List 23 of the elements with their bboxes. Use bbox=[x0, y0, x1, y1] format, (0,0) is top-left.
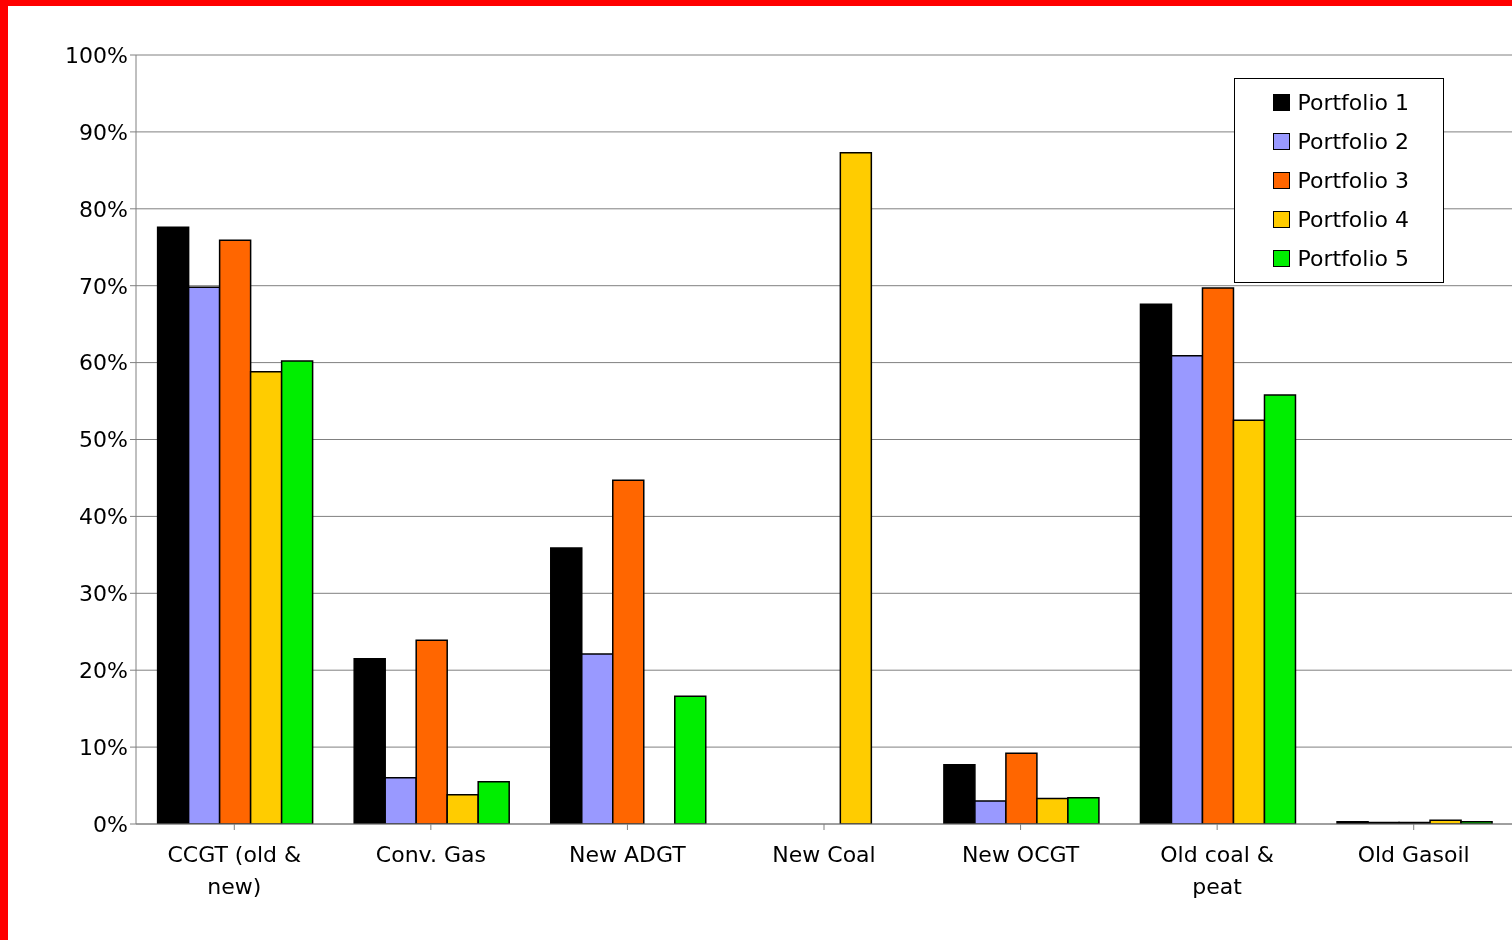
legend-label: Portfolio 5 bbox=[1297, 246, 1409, 271]
legend-label: Portfolio 2 bbox=[1297, 129, 1409, 154]
y-tick-label: 100% bbox=[65, 42, 128, 68]
x-tick-label: CCGT (old & new) bbox=[167, 842, 302, 899]
y-tick-label: 40% bbox=[79, 504, 128, 530]
y-tick-label: 50% bbox=[79, 427, 128, 453]
y-tick-label: 80% bbox=[79, 196, 128, 222]
y-tick-label: 90% bbox=[79, 119, 128, 145]
y-tick-label: 60% bbox=[79, 350, 128, 376]
x-tick-label: New ADGT bbox=[569, 842, 687, 867]
legend-label: Portfolio 4 bbox=[1297, 207, 1409, 232]
y-tick-label: 30% bbox=[79, 581, 128, 607]
y-tick-label: 20% bbox=[79, 658, 128, 684]
legend-label: Portfolio 3 bbox=[1297, 168, 1409, 193]
x-tick-label: New OCGT bbox=[961, 842, 1080, 867]
x-tick-label: Conv. Gas bbox=[375, 842, 486, 867]
legend-label: Portfolio 1 bbox=[1297, 90, 1409, 115]
x-tick-label: Old coal & peat bbox=[1160, 842, 1274, 899]
y-tick-label: 70% bbox=[79, 273, 128, 299]
y-tick-label: 0% bbox=[93, 811, 128, 837]
x-tick-label: New Coal bbox=[772, 842, 876, 867]
x-tick-label: Old Gasoil bbox=[1357, 842, 1470, 867]
y-tick-label: 10% bbox=[79, 734, 128, 760]
